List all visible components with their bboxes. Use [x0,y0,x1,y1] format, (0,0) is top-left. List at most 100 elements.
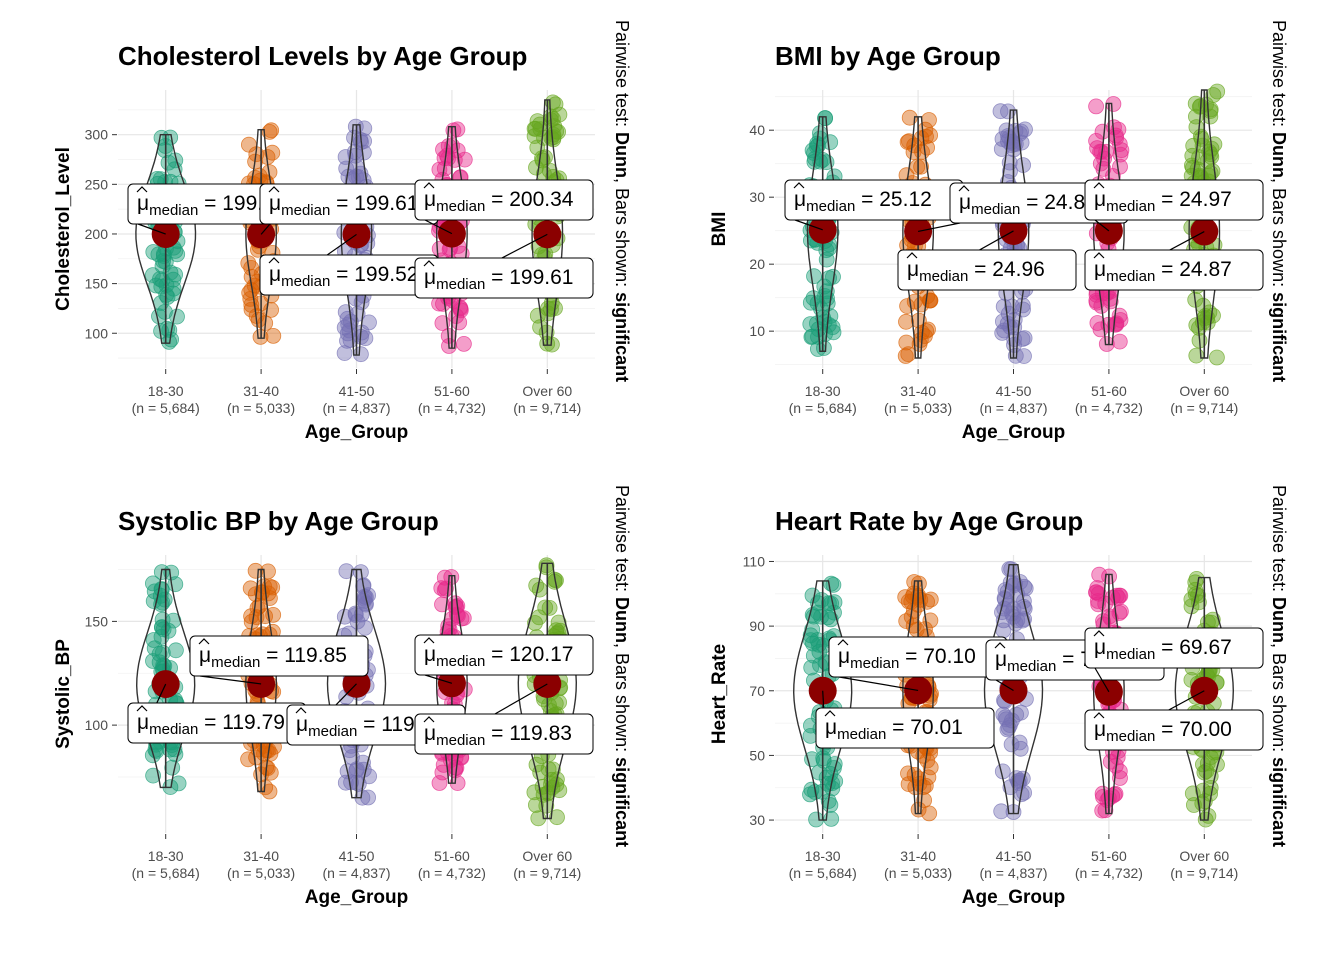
median-label-3: μmedian = 24.96 [897,230,1077,291]
data-point [995,706,1012,723]
data-point [827,773,844,790]
data-point [352,346,369,363]
data-point [1090,585,1107,602]
x-tick-label: Over 60 [1179,383,1229,399]
label-leader [424,674,453,684]
hat-mark [423,182,435,189]
hat-mark [423,716,435,723]
data-point [336,345,353,362]
hat-mark [136,186,148,193]
label-value: 25.12 [879,188,932,211]
median-label-text: μmedian = 24.89 [959,191,1097,218]
data-point [998,122,1015,139]
label-value: 70.10 [923,645,976,668]
label-sub: median [1106,646,1155,663]
label-value: 24.89 [1044,191,1097,214]
median-label-4: μmedian = 69.67 [1084,627,1264,693]
x-axis-title: Age_Group [305,422,408,443]
label-mu: μ [424,188,436,211]
data-point [1016,600,1033,617]
median-label-4: μmedian = 120.17 [414,634,594,684]
data-point [162,264,179,281]
label-mu: μ [825,716,837,739]
label-eq: = [1155,718,1179,741]
data-point [346,129,362,146]
data-point [167,642,184,659]
median-label-5: μmedian = 70.00 [1084,690,1264,751]
label-value: 24.97 [1179,188,1232,211]
label-box [414,634,594,676]
data-point [1089,140,1105,157]
x-tick-label: 18-30 [148,383,184,399]
data-point [907,779,924,796]
label-eq: = [485,722,509,745]
x-tick-label: 18-30 [805,848,841,864]
data-point [251,167,268,184]
label-sub: median [149,721,198,738]
data-point [433,580,450,596]
median-label-2: μmedian = 24.89 [917,182,1129,232]
data-point [817,326,833,343]
median-label-text: μmedian = 199.88 [137,192,286,219]
data-point [526,784,543,801]
label-eq: = [1020,191,1044,214]
data-point [821,595,837,611]
label-value: 70.00 [1179,718,1232,741]
data-point [1015,301,1031,318]
label-value: 119.79 [222,711,285,734]
data-point [453,610,470,627]
median-label-text: μmedian = 120.17 [424,643,573,670]
pairwise-shown: significant [612,292,632,382]
y-tick-label: 100 [85,717,109,733]
median-label-1: μmedian = 25.12 [784,179,964,231]
pairwise-note: Pairwise test: Dunn, Bars shown: signifi… [612,20,632,382]
label-box [1084,249,1264,291]
data-point [1099,792,1116,809]
median-label-4: μmedian = 24.97 [1084,179,1264,232]
label-value: 119.85 [284,644,347,667]
label-box [414,179,594,221]
data-point [1092,321,1109,338]
data-point [1209,349,1225,366]
y-tick-label: 250 [85,176,109,192]
x-tick-label: 31-40 [243,848,279,864]
data-point [803,659,820,676]
hat-mark [824,710,836,717]
label-mu: μ [269,192,281,215]
x-tick-n-label: (n = 4,732) [1075,400,1143,416]
x-tick-label: 18-30 [805,383,841,399]
x-tick-label: Over 60 [522,848,572,864]
data-point [993,803,1010,820]
label-box [815,707,995,749]
data-point [1112,312,1129,328]
y-tick-label: 40 [749,122,765,138]
data-point [154,619,170,636]
label-sub: median [1106,198,1155,215]
median-label-text: μmedian = 24.96 [907,258,1045,285]
median-label-text: μmedian = 24.87 [1094,258,1232,285]
x-tick-label: 41-50 [996,848,1032,864]
x-tick-n-label: (n = 5,684) [132,865,200,881]
label-leader [995,679,1014,691]
data-point [806,145,822,162]
label-leader [199,675,262,685]
x-tick-n-label: (n = 5,033) [227,400,295,416]
data-point [804,607,821,623]
data-point [541,600,558,616]
label-mu: μ [137,192,149,215]
label-value: 199.61 [509,266,573,289]
label-mu: μ [794,188,806,211]
label-value: 199.52 [354,263,418,286]
y-tick-label: 110 [743,553,766,569]
data-point [1204,163,1221,180]
hat-mark [958,185,970,192]
median-label-2: μmedian = 199.61 [259,183,439,235]
data-point [170,775,187,792]
label-sub: median [971,201,1020,218]
label-eq: = [899,645,923,668]
y-tick-label: 300 [85,127,109,143]
data-point [1194,137,1211,154]
label-box [414,257,594,299]
data-point [145,632,162,648]
